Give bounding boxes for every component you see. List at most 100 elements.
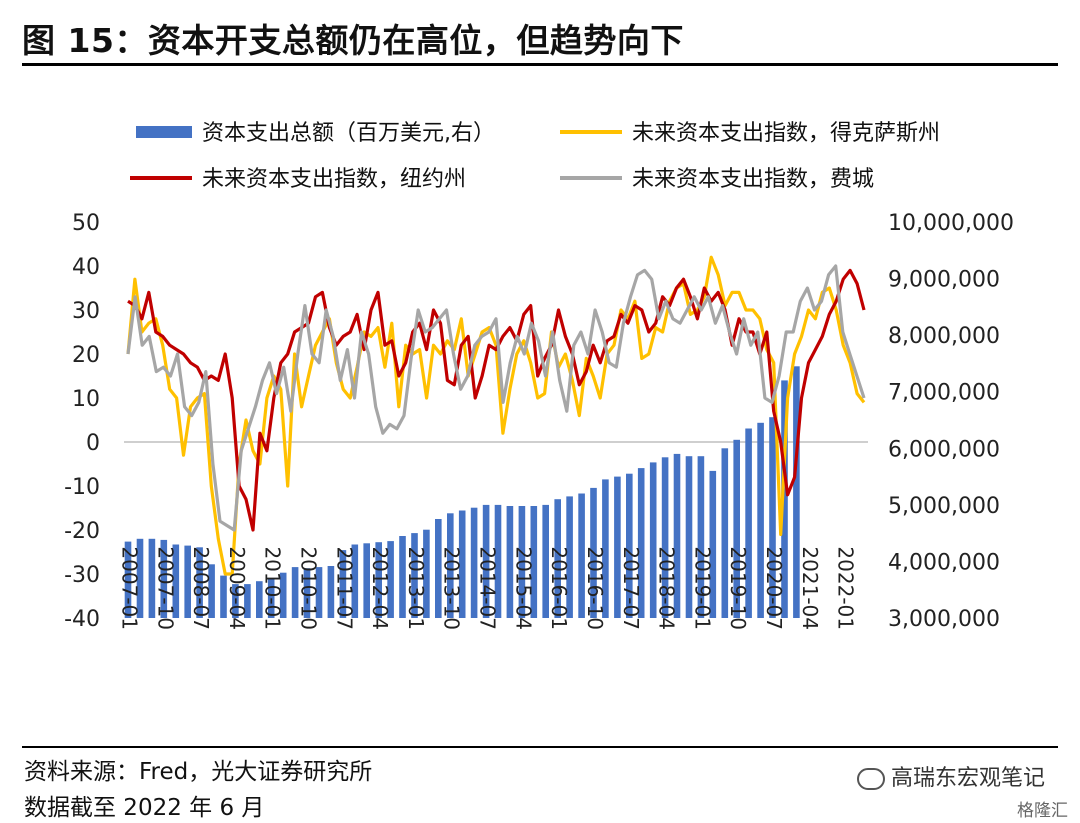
legend-swatch — [136, 126, 192, 138]
capex-bar — [458, 510, 466, 618]
x-axis-tick: 2019-10 — [726, 546, 750, 630]
page-title: 图 15：资本开支总额仍在高位，但趋势向下 — [22, 21, 684, 60]
right-axis-tick: 5,000,000 — [888, 494, 1000, 519]
legend-label: 未来资本支出指数，纽约州 — [202, 167, 466, 192]
capex-bar — [315, 567, 323, 618]
capex-bar — [303, 568, 311, 618]
capex-bar — [685, 456, 693, 618]
x-axis-tick: 2010-01 — [261, 546, 285, 630]
capex-bar — [530, 506, 538, 618]
x-axis-tick: 2013-01 — [404, 546, 428, 630]
capex-bar — [411, 533, 418, 618]
source-note: 资料来源：Fred，光大证券研究所 — [24, 759, 373, 785]
capex-bar — [447, 513, 454, 618]
x-axis-tick: 2017-07 — [619, 546, 643, 630]
capex-bar — [291, 567, 299, 618]
capex-bar — [363, 543, 370, 618]
capex-bar — [136, 538, 144, 618]
capex-bar — [649, 462, 657, 618]
x-axis-tick: 2013-10 — [440, 546, 464, 630]
capex-bar — [709, 470, 717, 618]
left-axis-tick: 40 — [72, 255, 100, 280]
x-axis-tick: 2022-01 — [834, 546, 858, 630]
right-axis-tick: 8,000,000 — [888, 324, 1000, 349]
capex-bar — [757, 422, 764, 618]
left-axis-tick: -40 — [64, 607, 100, 632]
capex-bar — [172, 544, 180, 618]
capex-bar — [721, 448, 729, 618]
title-rule — [22, 63, 1058, 66]
x-axis-tick: 2012-04 — [368, 546, 392, 630]
right-axis-tick: 3,000,000 — [888, 607, 1000, 632]
right-axis-tick: 4,000,000 — [888, 550, 1000, 575]
x-axis-tick: 2021-04 — [798, 546, 822, 630]
date-note: 数据截至 2022 年 6 月 — [24, 795, 265, 821]
left-axis-tick: 50 — [72, 211, 100, 236]
x-axis-tick: 2007-01 — [118, 546, 142, 630]
left-axis-tick: 30 — [72, 299, 100, 324]
capex-bar — [184, 545, 191, 618]
capex-bar — [124, 541, 132, 618]
right-axis-tick: 10,000,000 — [888, 211, 1014, 236]
capex-bar — [578, 493, 585, 618]
capex-bar — [614, 476, 621, 618]
capex-bar — [482, 504, 490, 618]
capex-bar — [602, 479, 609, 618]
capex-bar — [673, 453, 681, 618]
legend-label: 未来资本支出指数，费城 — [632, 167, 874, 192]
capex-bar — [208, 564, 215, 618]
left-axis-tick: 0 — [86, 431, 100, 456]
capex-bar — [387, 541, 394, 618]
watermark-account-label: 高瑞东宏观笔记 — [890, 766, 1045, 791]
capex-bar — [160, 539, 168, 618]
left-axis-tick: 20 — [72, 343, 100, 368]
capex-bar — [494, 504, 502, 618]
x-axis-tick: 2016-10 — [583, 546, 607, 630]
footer-rule — [22, 746, 1058, 748]
right-axis-tick: 7,000,000 — [888, 381, 1000, 406]
x-axis-tick: 2015-04 — [511, 546, 535, 630]
x-axis-tick: 2007-10 — [153, 546, 177, 630]
capex-bar — [256, 581, 263, 618]
x-axis-tick: 2008-07 — [189, 546, 213, 630]
capex-bar — [506, 506, 514, 618]
capex-bar — [423, 529, 430, 618]
capex-bar — [745, 428, 752, 618]
watermark-brand: 格隆汇 — [1017, 801, 1068, 821]
left-axis-tick: -30 — [64, 563, 100, 588]
capex-bar — [637, 468, 645, 618]
legend-label: 未来资本支出指数，得克萨斯州 — [632, 121, 940, 146]
series-line-1 — [126, 255, 866, 576]
capex-bar — [148, 538, 156, 618]
capex-bar — [566, 496, 573, 618]
left-axis-tick: -20 — [64, 519, 100, 544]
right-axis-tick: 9,000,000 — [888, 268, 1000, 293]
capex-bar — [733, 439, 740, 618]
capex-bar — [279, 572, 287, 618]
capex-bar — [793, 366, 800, 618]
capex-bar — [327, 566, 335, 618]
capex-bar — [375, 542, 382, 618]
left-axis-tick: -10 — [64, 475, 100, 500]
capex-bar — [244, 584, 251, 618]
right-axis-tick: 6,000,000 — [888, 437, 1000, 462]
capex-bar — [781, 380, 788, 618]
x-axis-tick: 2011-07 — [332, 546, 356, 630]
series-line-3 — [126, 264, 866, 532]
capex-bar — [542, 504, 549, 618]
capex-bar — [196, 547, 203, 618]
capex-bar — [399, 536, 406, 618]
legend-label: 资本支出总额（百万美元,右） — [202, 121, 495, 146]
x-axis-tick: 2014-07 — [476, 546, 500, 630]
x-axis-tick: 2019-01 — [690, 546, 714, 630]
x-axis-tick: 2009-04 — [225, 546, 249, 630]
capex-bar — [518, 506, 526, 618]
capex-bar — [697, 456, 705, 618]
capex-bar — [351, 544, 359, 618]
x-axis-tick: 2016-01 — [547, 546, 571, 630]
x-axis-tick: 2020-07 — [762, 546, 786, 630]
capex-bar — [626, 473, 633, 618]
capex-bar — [339, 550, 347, 618]
capex-bar — [590, 487, 597, 618]
capex-bar — [554, 499, 561, 618]
